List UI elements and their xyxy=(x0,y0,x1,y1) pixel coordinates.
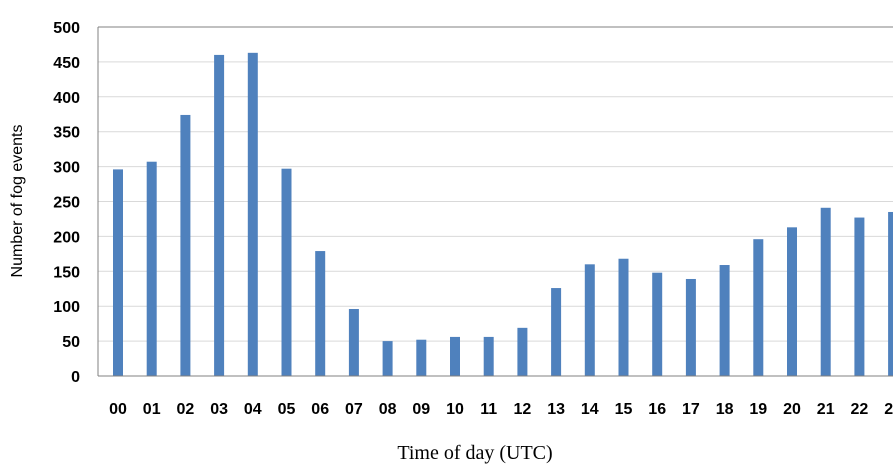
bar-12 xyxy=(517,327,528,376)
bar-20 xyxy=(787,227,797,376)
bar-13 xyxy=(551,288,562,376)
axes xyxy=(97,26,893,377)
x-tick-label: 05 xyxy=(278,401,296,418)
bar-04 xyxy=(247,52,258,377)
x-tick-label: 23 xyxy=(884,401,893,418)
bar-02 xyxy=(180,114,191,376)
bar-18 xyxy=(719,265,730,376)
y-tick-label: 50 xyxy=(62,334,80,351)
x-tick-label: 19 xyxy=(749,401,767,418)
x-tick-label: 01 xyxy=(143,401,161,418)
bar-19 xyxy=(753,239,764,376)
x-tick-label: 03 xyxy=(210,401,228,418)
y-tick-label: 300 xyxy=(53,160,80,177)
y-tick-label: 250 xyxy=(53,195,80,212)
x-tick-label: 06 xyxy=(311,401,329,418)
bar-01 xyxy=(146,161,157,376)
y-tick-labels: 0 50 100 150 200 250 300 350 400 450 500 xyxy=(53,20,80,386)
y-tick-label: 450 xyxy=(53,55,80,72)
y-tick-label: 150 xyxy=(53,264,80,281)
bar-07 xyxy=(348,308,359,376)
bar-23 xyxy=(888,211,893,376)
x-tick-label: 00 xyxy=(109,401,127,418)
bar-14 xyxy=(584,264,595,376)
bar-22 xyxy=(854,217,865,376)
bar-16 xyxy=(652,272,663,376)
x-axis-label: Time of day (UTC) xyxy=(397,442,552,464)
bar-15 xyxy=(618,258,629,376)
x-tick-label: 18 xyxy=(716,401,734,418)
bar-09 xyxy=(416,339,427,376)
y-tick-label: 400 xyxy=(53,90,80,107)
bar-00 xyxy=(113,169,123,376)
x-tick-label: 17 xyxy=(682,401,700,418)
x-tick-labels: 00 01 02 03 04 05 06 07 08 09 10 11 12 13 14 15 16 17 18 19… xyxy=(109,401,893,418)
x-tick-label: 20 xyxy=(783,401,801,418)
y-tick-label: 200 xyxy=(53,229,80,246)
bar-03 xyxy=(214,54,225,377)
x-tick-label: 04 xyxy=(244,401,262,418)
x-tick-label: 08 xyxy=(379,401,397,418)
x-tick-label: 13 xyxy=(547,401,565,418)
bar-08 xyxy=(382,341,393,376)
x-tick-label: 16 xyxy=(648,401,666,418)
y-tick-label: 500 xyxy=(53,20,80,37)
y-tick-label: 0 xyxy=(71,369,80,386)
y-tick-label: 100 xyxy=(53,299,80,316)
x-tick-label: 15 xyxy=(615,401,633,418)
x-tick-label: 10 xyxy=(446,401,464,418)
y-axis-label: Number of fog events xyxy=(9,125,26,278)
bar-21 xyxy=(820,207,831,376)
x-tick-label: 21 xyxy=(817,401,835,418)
bars xyxy=(113,52,893,377)
x-tick-label: 14 xyxy=(581,401,599,418)
bar-06 xyxy=(315,251,326,376)
bar-17 xyxy=(685,278,696,376)
bar-05 xyxy=(281,168,292,376)
x-tick-label: 11 xyxy=(480,401,497,418)
x-tick-label: 07 xyxy=(345,401,363,418)
x-tick-label: 12 xyxy=(514,401,532,418)
x-tick-label: 02 xyxy=(177,401,195,418)
y-tick-label: 350 xyxy=(53,125,80,142)
x-tick-label: 22 xyxy=(851,401,869,418)
bar-11 xyxy=(483,336,494,376)
x-tick-label: 09 xyxy=(412,401,430,418)
bar-10 xyxy=(450,336,460,376)
